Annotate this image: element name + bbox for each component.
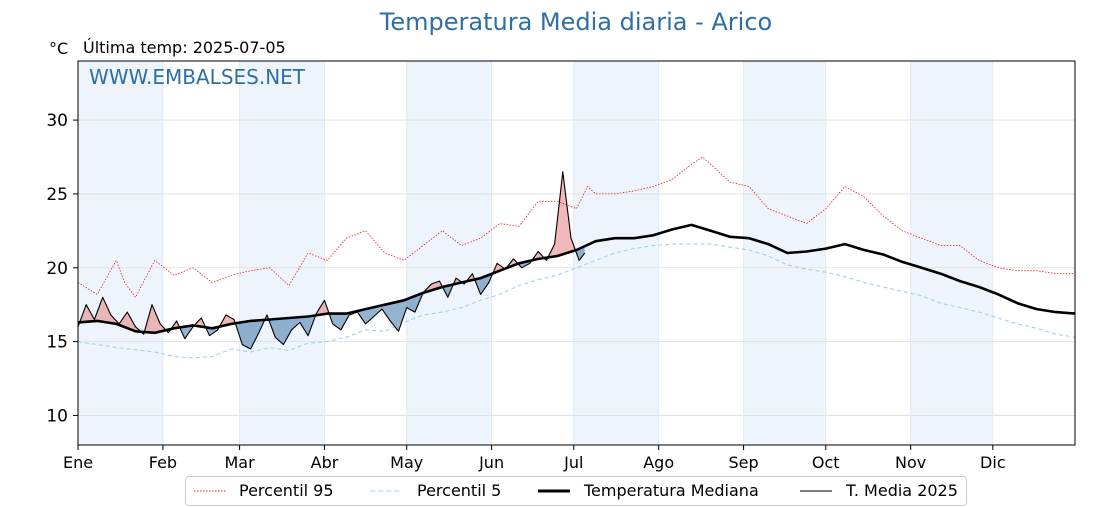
legend-label-2025: T. Media 2025 [846,481,958,500]
x-tick-label: Oct [812,453,840,472]
plot-frame [77,60,1076,446]
x-tick-label: Jul [563,453,583,472]
legend: Percentil 95 Percentil 5 Temperatura Med… [185,476,967,506]
watermark-text: WWW.EMBALSES.NET [89,65,306,89]
y-tick-label: 20 [46,259,68,279]
month-band [573,61,659,445]
below-median-fill [269,315,317,345]
below-median-fill [180,325,195,339]
month-band [78,61,163,445]
series-line-median [77,223,1076,335]
y-tick-label: 15 [46,333,68,353]
month-band [910,61,993,445]
x-tick-label: Jun [478,453,504,472]
legend-label-median: Temperatura Mediana [584,481,759,500]
legend-swatches [194,489,832,493]
x-tick-label: Mar [225,453,256,472]
series-line-p95 [77,156,1075,299]
above-median-fill [549,171,577,258]
y-unit-label: °C [49,39,69,58]
last-temp-label: Última temp: 2025-07-05 [83,38,286,57]
legend-label-p95: Percentil 95 [239,481,334,500]
x-tick-label: Nov [895,453,926,472]
legend-label-p5: Percentil 5 [417,481,502,500]
y-tick-label: 10 [46,406,68,426]
series-line-2025 [77,171,586,350]
below-median-fill [235,319,266,349]
month-band [239,61,325,445]
chart-title: Temperatura Media diaria - Arico [379,8,773,36]
x-tick-label: Ene [63,453,93,472]
x-tick-label: Sep [729,453,759,472]
x-tick-label: Ago [643,453,674,472]
above-median-fill [423,281,444,293]
x-tick-label: Dic [980,453,1006,472]
x-tick-label: May [390,453,423,472]
month-band [406,61,492,445]
y-tick-label: 30 [46,111,68,131]
x-tick-label: Feb [149,453,177,472]
x-tick-label: Abr [311,453,339,472]
above-median-fill [80,297,141,332]
above-median-fill [316,300,330,316]
y-tick-label: 25 [46,185,68,205]
